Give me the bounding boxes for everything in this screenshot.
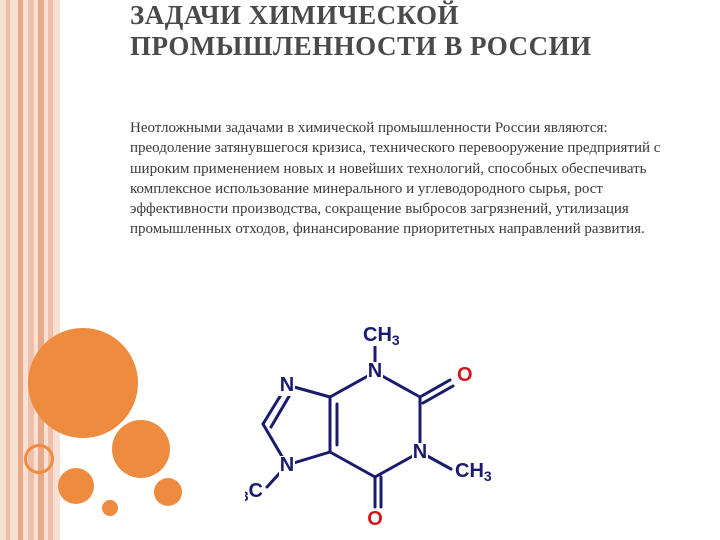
body-paragraph: Неотложными задачами в химической промыш… [130,118,675,240]
svg-text:N: N [368,360,382,382]
svg-text:H3C: H3C [245,480,263,504]
molecule-diagram: NNNNCH3CH3H3COO [245,327,495,537]
decorative-stripes [0,0,60,540]
svg-text:O: O [367,508,383,530]
page-title: ЗАДАЧИ ХИМИЧЕСКОЙ ПРОМЫШЛЕННОСТИ В РОССИ… [130,0,670,62]
svg-text:N: N [280,374,294,396]
svg-text:N: N [280,454,294,476]
svg-text:N: N [413,441,427,463]
svg-text:O: O [457,364,473,386]
